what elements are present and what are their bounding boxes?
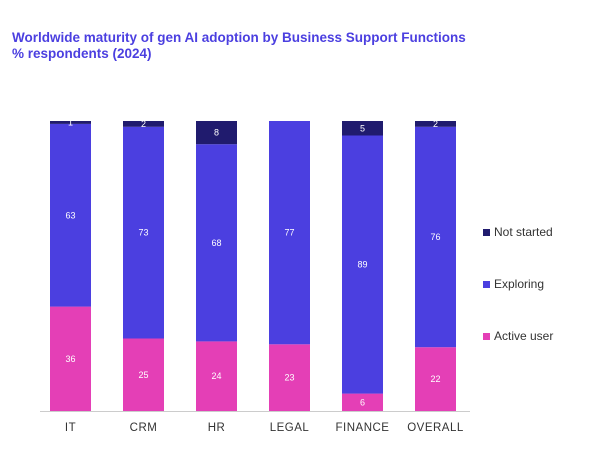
x-tick-label-legal: LEGAL [270, 422, 310, 434]
data-label-exploring-legal: 77 [284, 228, 294, 238]
bar-exploring-it [50, 123, 91, 307]
legend-swatch-active-user [483, 333, 490, 340]
legend-label-not-started: Not started [494, 225, 553, 239]
chart-title-block: Worldwide maturity of gen AI adoption by… [12, 30, 466, 62]
x-tick-label-it: IT [65, 422, 76, 434]
data-label-exploring-hr: 68 [211, 238, 221, 248]
bar-active-user-finance [342, 393, 383, 411]
data-label-active-user-overall: 22 [430, 374, 440, 384]
data-label-not-started-overall: 2 [433, 119, 438, 129]
x-tick-label-crm: CRM [130, 422, 158, 434]
bar-active-user-crm [123, 338, 164, 411]
data-label-exploring-crm: 73 [138, 228, 148, 238]
data-label-exploring-finance: 89 [357, 260, 367, 270]
legend-label-active-user: Active user [494, 329, 553, 343]
legend-swatch-not-started [483, 229, 490, 236]
data-label-not-started-finance: 5 [360, 123, 365, 133]
data-label-exploring-it: 63 [65, 210, 75, 220]
bar-exploring-crm [123, 126, 164, 339]
bar-active-user-legal [269, 344, 310, 411]
data-label-not-started-hr: 8 [214, 128, 219, 138]
bar-exploring-hr [196, 144, 237, 342]
legend-swatch-exploring [483, 281, 490, 288]
bar-not-started-hr [196, 121, 237, 145]
data-label-active-user-it: 36 [65, 354, 75, 364]
data-label-active-user-finance: 6 [360, 397, 365, 407]
legend-label-exploring: Exploring [494, 277, 544, 291]
data-label-active-user-crm: 25 [138, 370, 148, 380]
x-tick-label-finance: FINANCE [336, 422, 390, 434]
bar-exploring-finance [342, 135, 383, 394]
data-label-not-started-crm: 2 [141, 119, 146, 129]
bar-not-started-finance [342, 121, 383, 136]
data-label-not-started-it: 1 [68, 117, 73, 127]
x-tick-label-overall: OVERALL [407, 422, 464, 434]
bar-active-user-it [50, 306, 91, 411]
bar-not-started-crm [123, 121, 164, 127]
data-label-exploring-overall: 76 [430, 232, 440, 242]
chart-subtitle: % respondents (2024) [12, 46, 152, 61]
data-label-active-user-legal: 23 [284, 373, 294, 383]
bar-active-user-hr [196, 341, 237, 411]
data-label-active-user-hr: 24 [211, 371, 221, 381]
bar-not-started-it [50, 121, 91, 124]
chart-title: Worldwide maturity of gen AI adoption by… [12, 30, 466, 45]
bar-active-user-overall [415, 347, 456, 411]
bar-exploring-overall [415, 126, 456, 348]
bar-not-started-overall [415, 121, 456, 127]
x-tick-label-hr: HR [208, 422, 226, 434]
bar-exploring-legal [269, 121, 310, 345]
